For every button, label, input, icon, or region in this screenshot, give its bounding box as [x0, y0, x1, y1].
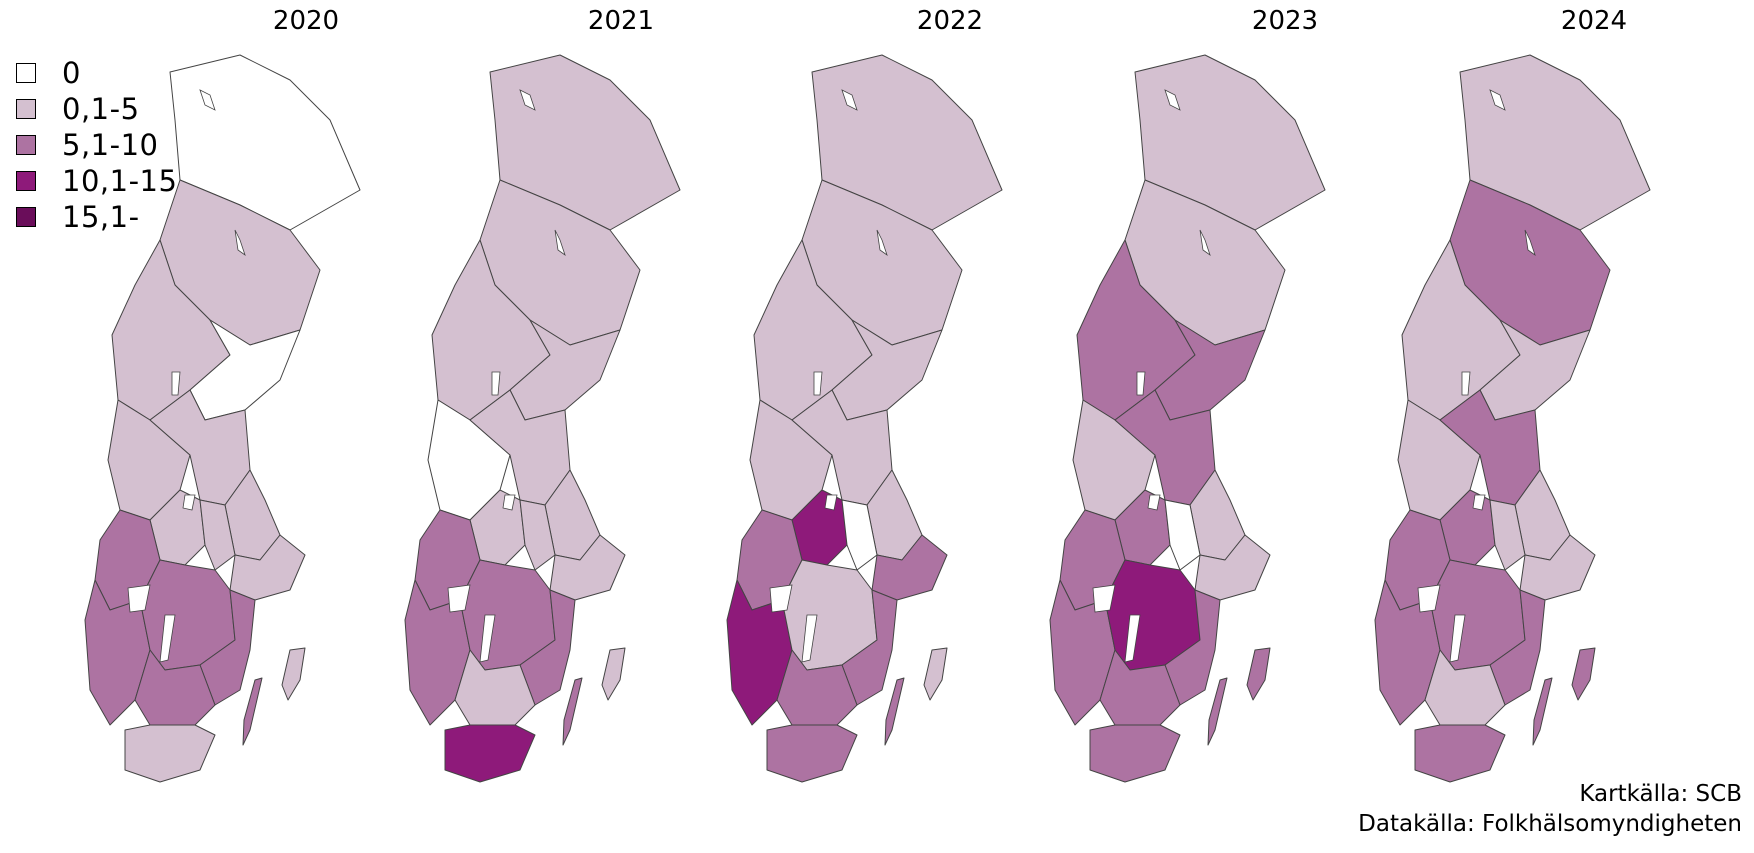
lake	[1147, 494, 1161, 511]
region-north	[811, 54, 1003, 231]
lake	[502, 494, 516, 511]
region-south_e	[519, 589, 576, 706]
year-title-2024: 2024	[1560, 6, 1628, 36]
lake	[479, 614, 496, 663]
region-north	[1459, 54, 1651, 231]
legend-item: 0,1-5	[16, 91, 177, 127]
legend: 0 0,1-5 5,1-10 10,1-15 15,1-	[16, 55, 177, 235]
lake	[159, 614, 176, 663]
lake	[813, 371, 823, 396]
lake	[1199, 229, 1211, 257]
legend-swatch	[16, 207, 36, 227]
map-2022	[726, 54, 1003, 783]
lake	[1524, 229, 1536, 257]
lake	[1124, 614, 1141, 663]
lake	[491, 371, 501, 396]
lake	[447, 584, 471, 613]
lake	[876, 229, 888, 257]
legend-item: 10,1-15	[16, 163, 177, 199]
region-north	[169, 54, 361, 231]
legend-item: 0	[16, 55, 177, 91]
lake	[1449, 614, 1466, 663]
lake	[1417, 584, 1441, 613]
lake	[1164, 89, 1181, 111]
legend-item: 5,1-10	[16, 127, 177, 163]
lake	[1136, 371, 1146, 396]
year-title-2021: 2021	[587, 6, 655, 36]
region-mid_s_e	[1164, 499, 1201, 571]
legend-swatch	[16, 99, 36, 119]
lake	[841, 89, 858, 111]
lake	[199, 89, 216, 111]
map-source-credit: Kartkälla: SCB	[1579, 781, 1742, 807]
region-skane	[766, 724, 858, 783]
legend-label: 10,1-15	[62, 164, 178, 198]
region-north	[489, 54, 681, 231]
region-gotland	[1571, 647, 1596, 701]
region-skane	[1414, 724, 1506, 783]
region-south_e	[841, 589, 898, 706]
lake	[1489, 89, 1506, 111]
region-north	[1134, 54, 1326, 231]
legend-item: 15,1-	[16, 199, 177, 235]
lake	[1472, 494, 1486, 511]
region-mid_s_e	[1489, 499, 1526, 571]
lake	[182, 494, 196, 511]
region-gotland	[1246, 647, 1271, 701]
credits: Kartkälla: SCB Datakälla: Folkhälsomyndi…	[1358, 779, 1742, 839]
map-2021	[404, 54, 681, 783]
data-source-credit: Datakälla: Folkhälsomyndigheten	[1358, 811, 1742, 837]
lake	[1092, 584, 1116, 613]
lake	[801, 614, 818, 663]
region-skane	[1089, 724, 1181, 783]
map-2024	[1374, 54, 1651, 783]
lake	[824, 494, 838, 511]
region-skane	[124, 724, 216, 783]
map-2020	[84, 54, 361, 783]
legend-swatch	[16, 135, 36, 155]
region-skane	[444, 724, 536, 783]
legend-swatch	[16, 63, 36, 83]
legend-label: 15,1-	[62, 200, 140, 234]
legend-swatch	[16, 171, 36, 191]
region-south_e	[199, 589, 256, 706]
region-south_e	[1164, 589, 1221, 706]
region-mid_s_e	[519, 499, 556, 571]
region-oland	[562, 677, 583, 746]
region-mid_s_e	[841, 499, 878, 571]
year-title-2023: 2023	[1251, 6, 1319, 36]
lake	[519, 89, 536, 111]
legend-label: 5,1-10	[62, 128, 159, 162]
year-title-2020: 2020	[272, 6, 340, 36]
lake	[769, 584, 793, 613]
year-title-2022: 2022	[916, 6, 984, 36]
region-gotland	[281, 647, 306, 701]
region-oland	[242, 677, 263, 746]
region-mid_s_e	[199, 499, 236, 571]
region-gotland	[923, 647, 948, 701]
legend-label: 0,1-5	[62, 92, 140, 126]
lake	[171, 371, 181, 396]
map-2023	[1049, 54, 1326, 783]
lake	[127, 584, 151, 613]
region-oland	[1207, 677, 1228, 746]
region-gotland	[601, 647, 626, 701]
lake	[1461, 371, 1471, 396]
lake	[234, 229, 246, 257]
region-oland	[1532, 677, 1553, 746]
lake	[554, 229, 566, 257]
region-oland	[884, 677, 905, 746]
legend-label: 0	[62, 56, 81, 90]
region-south_e	[1489, 589, 1546, 706]
